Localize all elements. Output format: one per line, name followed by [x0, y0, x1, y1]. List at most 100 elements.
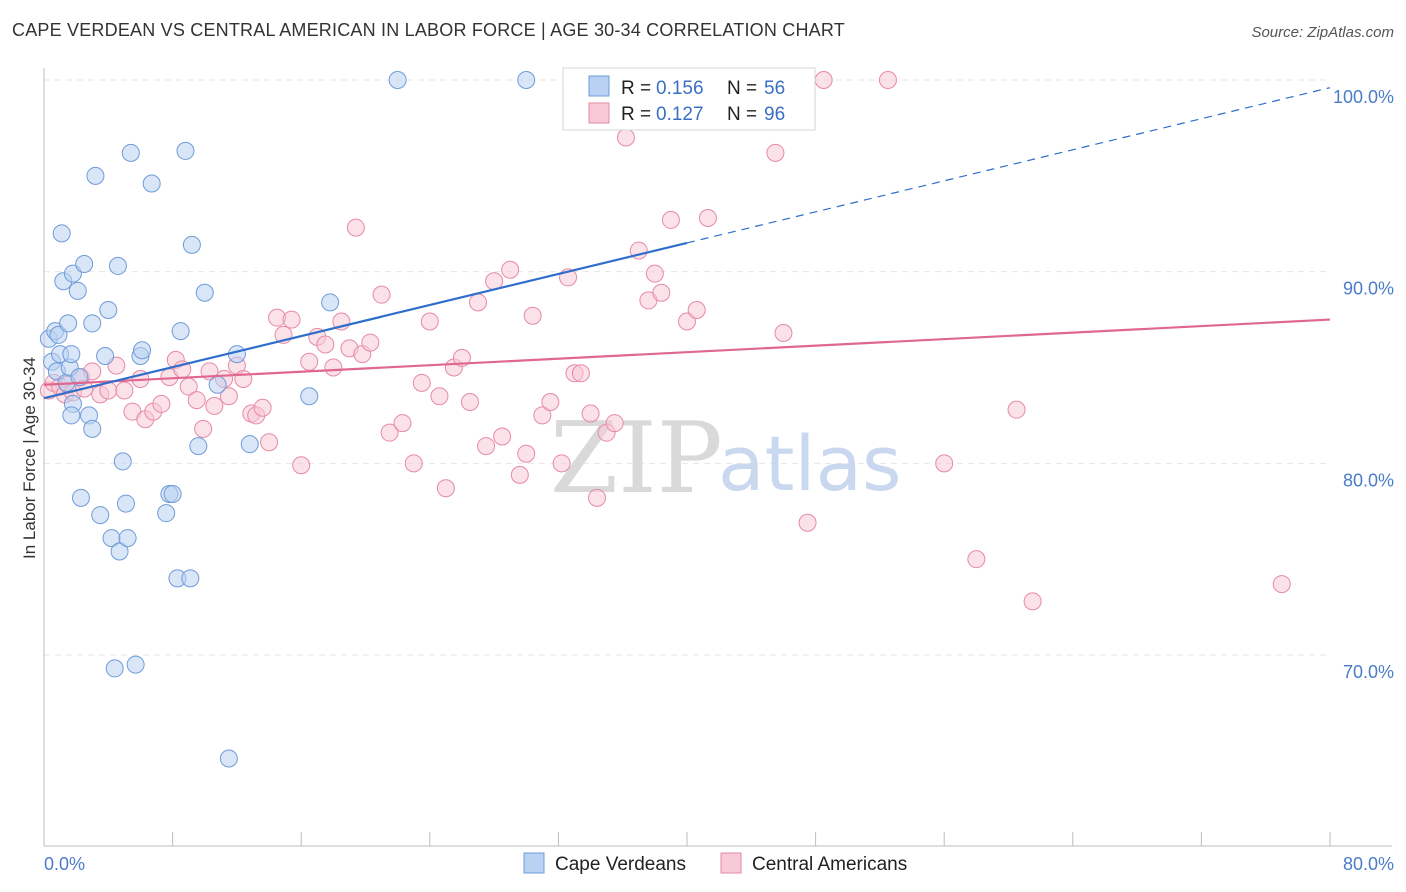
watermark-zip: ZIP — [550, 402, 723, 516]
x-tick-label-max: 80.0% — [1343, 854, 1394, 874]
cape-verdean-point — [62, 406, 81, 425]
cape-verdean-point — [71, 488, 90, 507]
cape-verdean-point — [62, 345, 81, 364]
cape-verdean-point — [163, 485, 182, 503]
legend-swatch-central-americans — [588, 102, 610, 124]
central-american-point — [967, 550, 986, 569]
cape-verdean-point — [240, 435, 259, 454]
legend-n-value: 56 — [764, 78, 785, 99]
cape-verdean-point — [83, 314, 102, 333]
central-american-point — [380, 423, 399, 442]
bottom-legend-swatch-central-americans — [720, 852, 742, 874]
central-american-point — [1272, 575, 1291, 594]
legend-n-label: N = — [727, 78, 762, 99]
central-american-point — [205, 396, 224, 415]
cape-verdean-point — [189, 437, 208, 456]
central-american-point — [469, 293, 488, 312]
chart-title: CAPE VERDEAN VS CENTRAL AMERICAN IN LABO… — [12, 20, 845, 40]
central-american-point — [878, 71, 897, 89]
cape-verdean-point — [116, 494, 135, 513]
cape-verdean-point — [59, 314, 78, 333]
central-american-point — [187, 391, 206, 410]
central-american-point — [798, 513, 817, 532]
cape-verdean-point — [105, 659, 124, 678]
cape-verdean-point — [52, 224, 71, 243]
source-label: Source: ZipAtlas.com — [1251, 24, 1394, 41]
stats-legend: R = 0.156 N = 56 R = 0.127 N = 96 — [562, 67, 816, 131]
legend-n-label: N = — [727, 104, 762, 125]
cape-verdean-point — [86, 166, 105, 185]
central-american-point — [645, 264, 664, 283]
cape-verdean-point — [208, 375, 227, 394]
central-americans-trend-line — [43, 318, 1331, 386]
cape-verdean-point — [68, 281, 87, 300]
cape-verdean-point — [75, 255, 94, 273]
central-american-point — [282, 310, 301, 329]
cape-verdean-point — [182, 235, 201, 254]
central-american-point — [436, 479, 455, 498]
cape-verdeans-trend-extension — [686, 87, 1331, 244]
central-american-point — [517, 444, 536, 463]
cape-verdean-point — [181, 569, 200, 588]
grid — [44, 79, 1330, 656]
y-tick-label-70: 70.0% — [1343, 662, 1394, 682]
central-american-point — [361, 333, 380, 352]
central-american-point — [477, 437, 496, 456]
central-american-point — [194, 419, 213, 438]
cape-verdean-point — [108, 256, 127, 275]
central-american-point — [774, 324, 793, 342]
central-american-point — [412, 373, 431, 392]
central-american-point — [552, 454, 571, 473]
cape-verdean-point — [83, 419, 102, 438]
cape-verdean-point — [176, 141, 195, 160]
x-tick-label-min: 0.0% — [44, 854, 85, 874]
bottom-legend-swatch-cape-verdeans — [523, 852, 545, 874]
y-tick-label-90: 90.0% — [1343, 279, 1394, 299]
watermark-atlas: atlas — [718, 419, 902, 508]
central-american-point — [152, 394, 171, 413]
y-tick-labels: 70.0% 80.0% 90.0% 100.0% — [1333, 87, 1394, 682]
cape-verdean-point — [195, 283, 214, 302]
cape-verdean-point — [113, 452, 132, 471]
cape-verdean-point — [70, 368, 89, 387]
central-american-point — [452, 348, 471, 367]
central-american-point — [698, 209, 717, 227]
cape-verdean-point — [126, 655, 145, 674]
cape-verdean-point — [133, 341, 152, 360]
central-american-point — [766, 143, 785, 162]
central-american-point — [605, 414, 624, 433]
cape-verdean-point — [49, 325, 68, 344]
cape-verdeans-points — [39, 71, 536, 768]
legend-swatch-cape-verdeans — [588, 75, 610, 97]
central-american-point — [404, 454, 423, 473]
central-american-point — [420, 312, 439, 331]
central-american-point — [814, 71, 833, 89]
cape-verdean-point — [91, 506, 110, 525]
cape-verdean-point — [300, 387, 319, 406]
central-american-point — [260, 433, 279, 452]
central-american-point — [234, 370, 253, 388]
central-american-point — [393, 414, 412, 433]
central-american-point — [581, 404, 600, 423]
legend-r-value: 0.156 — [656, 78, 704, 99]
central-american-point — [587, 488, 606, 507]
central-american-point — [616, 128, 635, 147]
cape-verdean-point — [96, 347, 115, 365]
central-american-point — [460, 393, 479, 411]
cape-verdean-point — [517, 71, 536, 89]
cape-verdean-point — [110, 542, 129, 561]
central-americans-points — [39, 71, 1291, 611]
y-tick-label-100: 100.0% — [1333, 87, 1394, 107]
central-american-point — [661, 210, 680, 229]
bottom-legend-label-cape-verdeans: Cape Verdeans — [555, 854, 686, 875]
cape-verdean-point — [121, 143, 140, 162]
central-american-point — [372, 285, 391, 304]
bottom-legend-label-central-americans: Central Americans — [752, 854, 907, 875]
cape-verdean-point — [142, 174, 161, 193]
cape-verdeans-trend-line — [43, 241, 688, 400]
cape-verdean-point — [219, 749, 238, 768]
central-american-point — [493, 427, 512, 446]
central-american-point — [1023, 592, 1042, 611]
central-american-point — [292, 456, 311, 475]
